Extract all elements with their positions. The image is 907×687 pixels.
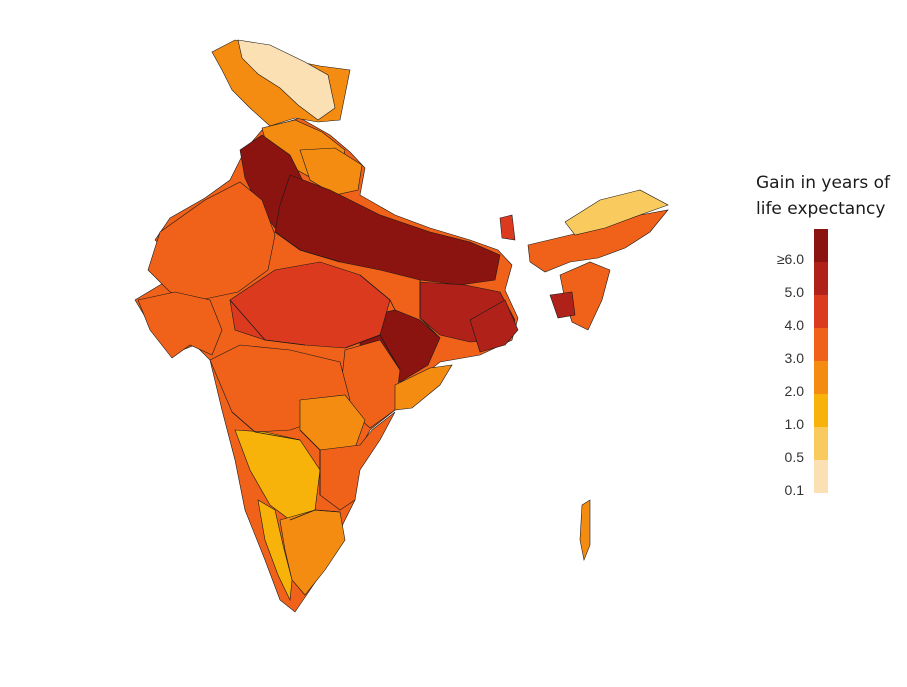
- state-border-line-3: [231, 411, 301, 441]
- legend-label-6: ≥6.0: [776, 251, 804, 267]
- gujarat-region: [137, 291, 223, 359]
- ladakh-region: [237, 39, 336, 121]
- andaman-islands: [579, 499, 591, 562]
- uttarakhand-region: [299, 147, 363, 196]
- andhra-region: [319, 411, 396, 511]
- arunachal-region: [564, 189, 669, 236]
- rajasthan-region: [147, 181, 276, 301]
- tripura-region: [549, 291, 576, 319]
- legend-label-1: 1.0: [784, 416, 804, 432]
- legend: Gain in years of life expectancy ≥6.0 5.…: [752, 170, 902, 499]
- legend-label-01: 0.1: [784, 482, 804, 498]
- legend-label-2: 2.0: [784, 383, 804, 399]
- state-borders: [229, 231, 441, 521]
- legend-scale: ≥6.0 5.0 4.0 3.0 2.0 1.0 0.5 0.1: [752, 229, 902, 499]
- state-border-line-4: [299, 429, 321, 495]
- odisha-region: [394, 364, 453, 411]
- state-border-line-5: [289, 509, 341, 521]
- state-border-line-1: [229, 299, 306, 346]
- legend-swatch-7: [814, 460, 828, 493]
- legend-label-3: 3.0: [784, 350, 804, 366]
- legend-label-05: 0.5: [784, 449, 804, 465]
- legend-color-bar: [814, 229, 828, 493]
- legend-swatch-2: [814, 295, 828, 328]
- legend-swatch-5: [814, 394, 828, 427]
- legend-title: Gain in years of life expectancy: [756, 170, 902, 222]
- state-border-line-6: [419, 280, 441, 339]
- state-border-line-0: [274, 231, 341, 263]
- legend-title-line-2: life expectancy: [756, 199, 886, 219]
- kerala-region: [257, 499, 293, 602]
- west-bengal-region: [469, 299, 519, 353]
- legend-title-line-1: Gain in years of: [756, 173, 890, 193]
- legend-swatch-1: [814, 262, 828, 295]
- sikkim-region: [499, 214, 516, 241]
- legend-swatch-4: [814, 361, 828, 394]
- legend-label-5: 5.0: [784, 284, 804, 300]
- legend-swatch-6: [814, 427, 828, 460]
- map-regions: [134, 39, 669, 613]
- legend-swatch-0: [814, 229, 828, 262]
- legend-label-4: 4.0: [784, 317, 804, 333]
- india-choropleth-map: [134, 39, 669, 613]
- state-border-line-2: [344, 334, 401, 371]
- legend-swatch-3: [814, 328, 828, 361]
- state-border-line-7: [359, 274, 396, 311]
